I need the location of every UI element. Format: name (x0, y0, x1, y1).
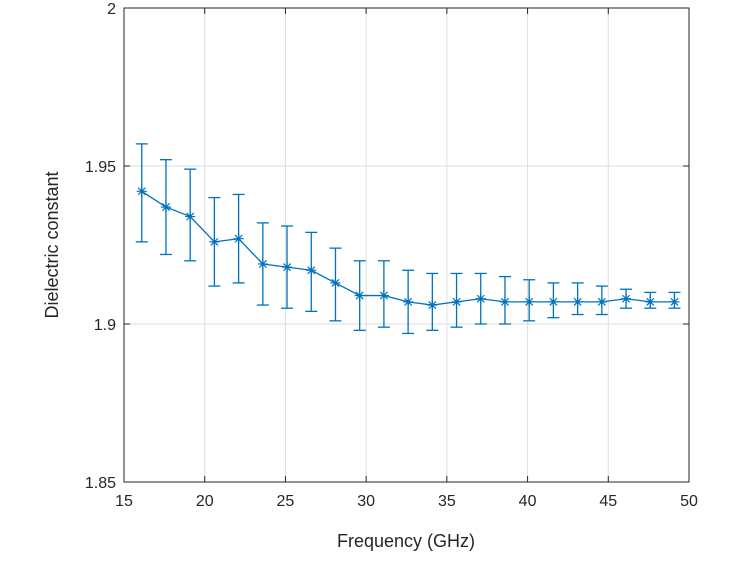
plot-area (124, 8, 689, 482)
marker-stroke (137, 187, 146, 196)
marker-stroke (500, 297, 509, 306)
grid (124, 8, 689, 482)
marker-stroke (573, 297, 582, 306)
marker-stroke (331, 278, 340, 287)
data-point (185, 211, 196, 222)
x-tick-label: 50 (680, 493, 698, 510)
marker-stroke (670, 297, 679, 306)
marker-stroke (283, 263, 292, 272)
data-point (621, 293, 632, 304)
axis-ticks (123, 7, 690, 483)
data-point (378, 290, 389, 301)
data-point (209, 236, 220, 247)
y-tick-label: 1.9 (94, 317, 116, 334)
data-point (427, 300, 438, 311)
marker-stroke (186, 212, 195, 221)
marker-stroke (476, 294, 485, 303)
data-point (572, 296, 583, 307)
plot-frame (123, 7, 690, 483)
data-markers (136, 186, 680, 311)
data-point (282, 262, 293, 273)
marker-stroke (452, 297, 461, 306)
data-point (354, 290, 365, 301)
data-point (475, 293, 486, 304)
x-tick-label: 25 (277, 493, 295, 510)
marker-stroke (234, 234, 243, 243)
data-point (524, 296, 535, 307)
marker-stroke (622, 294, 631, 303)
data-point (403, 296, 414, 307)
x-axis-title: Frequency (GHz) (337, 531, 475, 551)
marker-stroke (379, 291, 388, 300)
data-point (499, 296, 510, 307)
marker-stroke (355, 291, 364, 300)
x-tick-label: 40 (519, 493, 537, 510)
data-point (669, 296, 680, 307)
x-tick-label: 15 (115, 493, 133, 510)
data-point (257, 258, 268, 269)
marker-stroke (549, 297, 558, 306)
marker-stroke (525, 297, 534, 306)
data-point (548, 296, 559, 307)
marker-stroke (307, 266, 316, 275)
y-axis-title: Dielectric constant (42, 171, 62, 318)
marker-stroke (428, 301, 437, 310)
marker-stroke (646, 297, 655, 306)
marker-stroke (161, 203, 170, 212)
data-point (451, 296, 462, 307)
data-point (233, 233, 244, 244)
data-point (136, 186, 147, 197)
data-point (160, 202, 171, 213)
x-tick-labels: 15 20 25 30 35 40 45 50 (115, 493, 698, 510)
marker-stroke (258, 259, 267, 268)
marker-stroke (597, 297, 606, 306)
x-tick-label: 20 (196, 493, 214, 510)
x-tick-label: 30 (357, 493, 375, 510)
x-tick-label: 35 (438, 493, 456, 510)
data-point (330, 277, 341, 288)
marker-stroke (210, 237, 219, 246)
data-point (306, 265, 317, 276)
y-tick-label: 1.95 (85, 159, 116, 176)
y-tick-label: 2 (107, 1, 116, 18)
marker-stroke (404, 297, 413, 306)
y-tick-labels: 1.85 1.9 1.95 2 (85, 1, 116, 492)
x-tick-label: 45 (599, 493, 617, 510)
y-tick-label: 1.85 (85, 475, 116, 492)
data-point (596, 296, 607, 307)
data-point (645, 296, 656, 307)
